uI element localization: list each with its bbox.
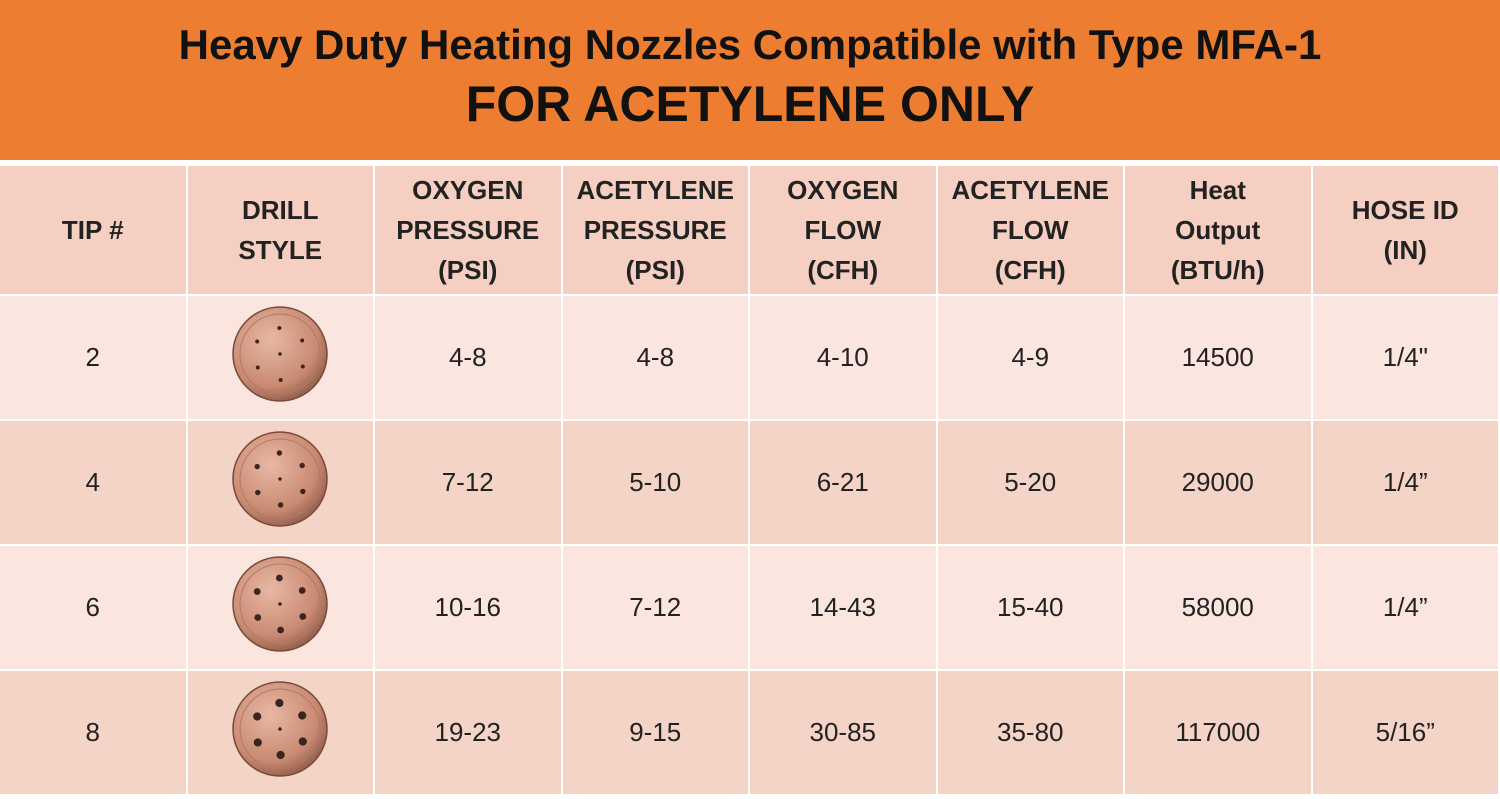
- header-line: ACETYLENE: [951, 175, 1109, 205]
- column-header: HOSE ID (IN): [1312, 166, 1498, 294]
- header-line: OXYGEN: [412, 175, 524, 205]
- table-cell: 4-9: [937, 296, 1123, 419]
- header-line: (PSI): [625, 255, 685, 285]
- header-line: Output: [1175, 215, 1261, 245]
- table-cell: 5-10: [562, 421, 748, 544]
- table-body: 2 4-8 4-8 4-10 4-9 14500 1/4" 4 7-12 5-10 6-21 5-20…: [0, 296, 1498, 794]
- table-row: 6 10-16 7-12 14-43 15-40 58000 1/4”: [0, 546, 1498, 669]
- column-header: DRILL STYLE: [187, 166, 373, 294]
- banner: Heavy Duty Heating Nozzles Compatible wi…: [0, 0, 1500, 160]
- header-line: Heat: [1189, 175, 1246, 205]
- table-cell: 9-15: [562, 671, 748, 794]
- table-row: 4 7-12 5-10 6-21 5-20 29000 1/4”: [0, 421, 1498, 544]
- table-cell: 1/4”: [1312, 421, 1498, 544]
- table-cell: 1/4": [1312, 296, 1498, 419]
- table-cell: 30-85: [750, 671, 936, 794]
- table-cell: 6-21: [750, 421, 936, 544]
- header-line: HOSE ID: [1351, 195, 1459, 225]
- nozzle-image: [232, 306, 328, 402]
- table-cell: 10-16: [375, 546, 561, 669]
- table-cell: 14500: [1125, 296, 1311, 419]
- table-cell: 4: [0, 421, 186, 544]
- table-cell: 58000: [1125, 546, 1311, 669]
- table-cell: 5-20: [937, 421, 1123, 544]
- table-cell: 4-10: [750, 296, 936, 419]
- nozzle-image: [232, 556, 328, 652]
- table-cell: 5/16”: [1312, 671, 1498, 794]
- title: Heavy Duty Heating Nozzles Compatible wi…: [178, 21, 1322, 68]
- header-line: FLOW: [991, 215, 1069, 245]
- table-cell: 7-12: [562, 546, 748, 669]
- table-cell: 4-8: [375, 296, 561, 419]
- header-line: (CFH): [994, 255, 1066, 285]
- drill-style-cell: [187, 546, 373, 669]
- header-line: PRESSURE: [583, 215, 727, 245]
- header-line: PRESSURE: [396, 215, 540, 245]
- spec-table: TIP # DRILL STYLE OXYGEN PRESSURE (PSI) ACETYL…: [0, 164, 1500, 796]
- header-line: ACETYLENE: [576, 175, 734, 205]
- header-line: (BTU/h): [1170, 255, 1265, 285]
- table-cell: 29000: [1125, 421, 1311, 544]
- table-cell: 2: [0, 296, 186, 419]
- nozzle-image: [232, 431, 328, 527]
- header-line: (CFH): [807, 255, 879, 285]
- column-header: ACETYLENE PRESSURE (PSI): [562, 166, 748, 294]
- table-cell: 19-23: [375, 671, 561, 794]
- table-cell: 117000: [1125, 671, 1311, 794]
- nozzle-image: [232, 681, 328, 777]
- column-header: TIP #: [0, 166, 186, 294]
- table-cell: 7-12: [375, 421, 561, 544]
- column-header: Heat Output (BTU/h): [1125, 166, 1311, 294]
- header-row: TIP # DRILL STYLE OXYGEN PRESSURE (PSI) ACETYL…: [0, 166, 1498, 294]
- column-header: ACETYLENE FLOW (CFH): [937, 166, 1123, 294]
- table-cell: 35-80: [937, 671, 1123, 794]
- table-cell: 8: [0, 671, 186, 794]
- table-cell: 1/4”: [1312, 546, 1498, 669]
- drill-style-cell: [187, 296, 373, 419]
- drill-style-cell: [187, 671, 373, 794]
- table-cell: 4-8: [562, 296, 748, 419]
- table-row: 8 19-23 9-15 30-85 35-80 117000 5/16”: [0, 671, 1498, 794]
- header-line: FLOW: [804, 215, 882, 245]
- column-header: OXYGEN FLOW (CFH): [750, 166, 936, 294]
- table-cell: 14-43: [750, 546, 936, 669]
- header-line: TIP #: [61, 215, 124, 245]
- header-line: DRILL: [241, 195, 319, 225]
- header-line: STYLE: [238, 235, 323, 265]
- drill-style-cell: [187, 421, 373, 544]
- header-line: (PSI): [438, 255, 498, 285]
- column-header: OXYGEN PRESSURE (PSI): [375, 166, 561, 294]
- table-cell: 15-40: [937, 546, 1123, 669]
- table-row: 2 4-8 4-8 4-10 4-9 14500 1/4": [0, 296, 1498, 419]
- header-line: OXYGEN: [787, 175, 899, 205]
- subtitle: FOR ACETYLENE ONLY: [465, 76, 1035, 132]
- header-line: (IN): [1383, 235, 1427, 265]
- table-cell: 6: [0, 546, 186, 669]
